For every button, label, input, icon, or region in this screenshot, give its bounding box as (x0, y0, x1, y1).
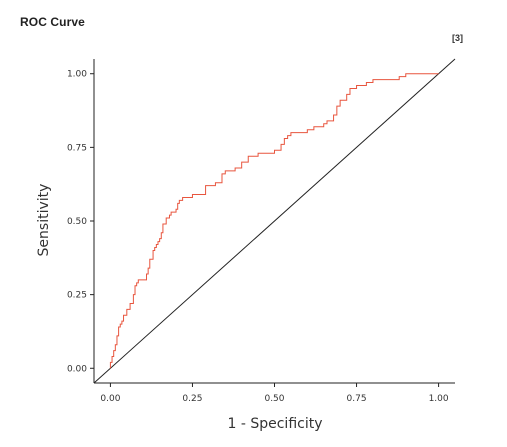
y-tick-label: 0.50 (67, 217, 87, 227)
x-axis: 0.00 0.25 0.50 0.75 1.00 (94, 382, 455, 404)
y-tick-label: 1.00 (67, 70, 87, 80)
reference-note: [3] (452, 33, 463, 43)
y-axis-title: Sensitivity (36, 184, 52, 257)
roc-curve-series-0 (109, 73, 439, 369)
x-tick-label: 0.00 (100, 394, 120, 404)
y-tick-label: 0.00 (67, 364, 87, 374)
x-tick-label: 0.25 (182, 394, 202, 404)
x-tick-label: 0.75 (347, 394, 367, 404)
chart-title: ROC Curve (20, 15, 85, 29)
plot-area (93, 58, 456, 384)
x-tick-label: 1.00 (429, 394, 449, 404)
x-tick-label: 0.50 (264, 394, 284, 404)
y-tick-label: 0.75 (67, 143, 87, 153)
reference-diagonal-line (93, 58, 456, 384)
x-axis-title: 1 - Specificity (227, 416, 322, 432)
y-tick-label: 0.25 (67, 291, 87, 301)
y-axis: 0.00 0.25 0.50 0.75 1.00 (67, 59, 95, 383)
